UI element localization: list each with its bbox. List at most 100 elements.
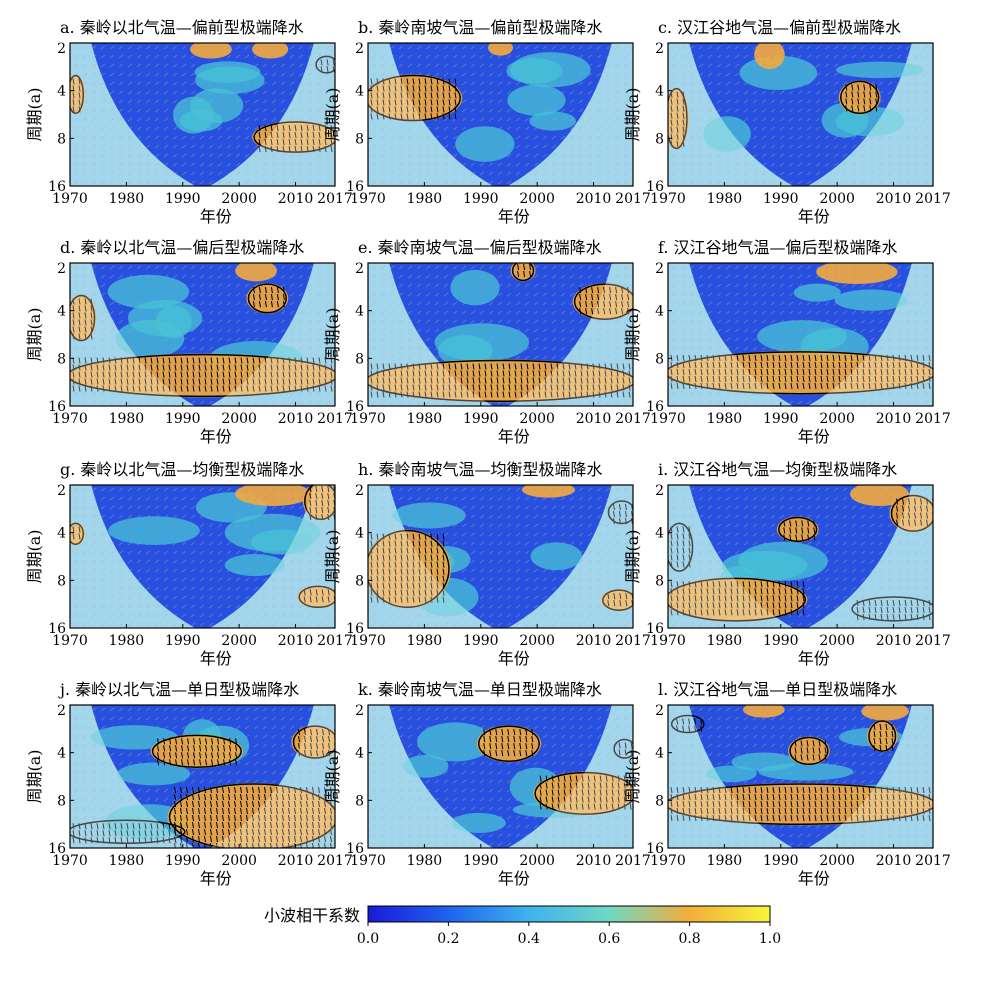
phase-hatch (506, 274, 512, 279)
phase-hatch (734, 63, 740, 68)
phase-hatch (461, 180, 467, 185)
phase-hatch (199, 337, 205, 342)
phase-hatch (199, 400, 205, 405)
phase-arrow (682, 368, 685, 375)
phase-hatch (524, 319, 530, 324)
phase-hatch (887, 81, 893, 86)
phase-hatch (551, 126, 557, 131)
phase-hatch (253, 72, 259, 77)
phase-hatch (605, 90, 611, 95)
phase-hatch (914, 90, 920, 95)
phase-hatch (190, 355, 196, 360)
phase-hatch (887, 162, 893, 167)
phase-hatch (100, 171, 106, 176)
phase-arrow (270, 294, 273, 301)
phase-hatch (914, 310, 920, 315)
phase-arrow (863, 84, 866, 91)
phase-arrow (490, 377, 493, 384)
phase-hatch (869, 274, 875, 279)
phase-hatch (199, 162, 205, 167)
phase-hatch (181, 346, 187, 351)
phase-hatch (217, 364, 223, 369)
phase-hatch (587, 274, 593, 279)
phase-hatch (560, 126, 566, 131)
phase-arrow (526, 391, 529, 398)
phase-hatch (824, 274, 830, 279)
phase-hatch (743, 310, 749, 315)
phase-hatch (734, 319, 740, 324)
phase-hatch (743, 81, 749, 86)
phase-arrow (838, 354, 841, 361)
phase-arrow (400, 78, 403, 85)
phase-arrow (869, 98, 872, 105)
phase-hatch (578, 180, 584, 185)
phase-hatch (100, 355, 106, 360)
phase-hatch (869, 117, 875, 122)
phase-hatch (752, 265, 758, 270)
phase-hatch (698, 292, 704, 297)
phase-hatch (752, 292, 758, 297)
phase-hatch (82, 373, 88, 378)
phase-hatch (280, 373, 286, 378)
phase-hatch (109, 171, 115, 176)
phase-arrow (400, 113, 403, 120)
phase-hatch (680, 81, 686, 86)
phase-hatch (569, 99, 575, 104)
phase-hatch (199, 90, 205, 95)
phase-hatch (190, 153, 196, 158)
phase-hatch (860, 301, 866, 306)
phase-hatch (208, 45, 214, 50)
x-axis-label: 年份 (200, 649, 232, 668)
phase-arrow (851, 91, 854, 98)
phase-hatch (725, 301, 731, 306)
phase-hatch (470, 90, 476, 95)
phase-arrow (276, 294, 279, 301)
phase-hatch (127, 337, 133, 342)
phase-hatch (569, 328, 575, 333)
phase-arrow (523, 270, 526, 278)
phase-arrow (198, 378, 201, 385)
phase-hatch (761, 310, 767, 315)
phase-arrow (216, 378, 219, 385)
phase-hatch (878, 391, 884, 396)
phase-hatch (806, 292, 812, 297)
phase-hatch (91, 126, 97, 131)
phase-arrow (622, 377, 625, 384)
phase-arrow (162, 364, 165, 371)
phase-hatch (497, 355, 503, 360)
phase-hatch (689, 108, 695, 113)
phase-arrow (609, 294, 612, 301)
phase-hatch (235, 391, 241, 396)
phase-arrow (869, 91, 872, 98)
phase-hatch (271, 265, 277, 270)
phase-hatch (761, 382, 767, 387)
phase-hatch (109, 99, 115, 104)
phase-hatch (896, 72, 902, 77)
phase-hatch (788, 274, 794, 279)
phase-hatch (587, 310, 593, 315)
phase-hatch (698, 153, 704, 158)
phase-hatch (316, 283, 322, 288)
phase-hatch (154, 72, 160, 77)
phase-hatch (689, 117, 695, 122)
phase-hatch (680, 153, 686, 158)
phase-hatch (914, 337, 920, 342)
phase-arrow (616, 391, 619, 398)
phase-hatch (752, 301, 758, 306)
phase-arrow (736, 368, 739, 375)
phase-hatch (425, 364, 431, 369)
phase-hatch (434, 301, 440, 306)
phase-hatch (91, 162, 97, 167)
phase-hatch (680, 310, 686, 315)
phase-hatch (560, 162, 566, 167)
phase-hatch (470, 310, 476, 315)
phase-hatch (316, 72, 322, 77)
phase-hatch (280, 81, 286, 86)
phase-hatch (824, 135, 830, 140)
phase-hatch (923, 63, 929, 68)
phase-hatch (869, 126, 875, 131)
phase-hatch (914, 328, 920, 333)
phase-hatch (761, 63, 767, 68)
phase-hatch (371, 337, 377, 342)
